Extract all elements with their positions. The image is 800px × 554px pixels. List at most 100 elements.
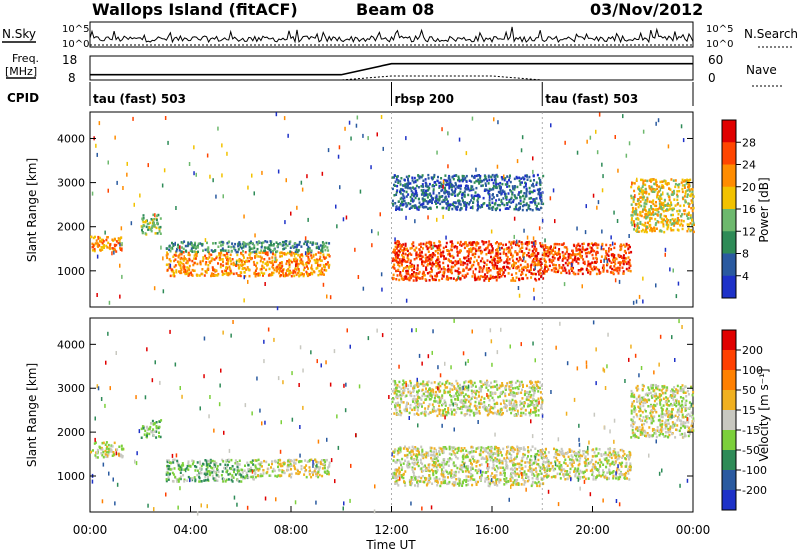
range-cell xyxy=(495,252,498,255)
range-cell xyxy=(456,208,459,211)
range-cell xyxy=(424,243,427,246)
range-cell xyxy=(287,463,290,467)
range-cell xyxy=(600,255,603,258)
range-cell xyxy=(305,468,308,472)
range-cell xyxy=(629,269,632,273)
range-cell xyxy=(362,133,364,138)
nave-trace xyxy=(90,75,693,81)
range-cell xyxy=(540,266,543,269)
range-cell xyxy=(628,244,630,247)
range-cell xyxy=(448,250,451,253)
range-cell xyxy=(168,465,171,468)
range-cell xyxy=(496,204,499,207)
range-cell xyxy=(550,245,552,248)
range-cell xyxy=(324,245,327,248)
range-cell xyxy=(306,248,309,251)
range-cell xyxy=(435,199,437,202)
range-cell xyxy=(497,242,500,245)
range-cell xyxy=(495,173,498,177)
range-cell xyxy=(181,462,184,465)
range-cell xyxy=(206,470,209,474)
range-cell xyxy=(450,472,453,475)
range-cell xyxy=(555,267,558,270)
range-cell xyxy=(168,245,171,248)
range-cell xyxy=(526,460,529,464)
range-cell xyxy=(553,263,556,267)
range-cell xyxy=(325,458,328,462)
range-cell xyxy=(532,251,535,255)
range-cell xyxy=(99,249,102,252)
range-cell xyxy=(414,189,417,193)
range-cell xyxy=(479,476,481,479)
range-cell xyxy=(227,478,230,481)
range-cell xyxy=(577,248,580,251)
range-cell xyxy=(191,462,194,466)
range-cell xyxy=(687,180,690,184)
range-cell xyxy=(540,472,543,475)
range-cell xyxy=(519,181,522,185)
range-cell xyxy=(433,254,436,257)
range-cell xyxy=(112,451,115,454)
range-cell xyxy=(657,221,660,224)
range-cell xyxy=(415,448,418,451)
range-cell xyxy=(184,268,186,273)
range-cell xyxy=(141,218,144,222)
range-cell xyxy=(531,260,534,264)
range-cell xyxy=(257,462,260,466)
range-cell xyxy=(529,255,532,259)
range-cell xyxy=(213,461,216,465)
range-cell xyxy=(240,261,243,264)
range-cell xyxy=(501,182,504,186)
range-cell xyxy=(226,463,229,467)
range-cell xyxy=(380,272,383,277)
range-cell xyxy=(625,251,627,255)
range-cell xyxy=(321,247,324,250)
range-cell xyxy=(649,223,652,227)
range-cell xyxy=(219,263,222,266)
range-cell xyxy=(420,254,423,258)
range-cell xyxy=(403,189,406,193)
range-cell xyxy=(451,482,454,486)
range-cell xyxy=(430,456,433,460)
range-cell xyxy=(180,252,183,256)
range-cell xyxy=(469,206,472,209)
range-cell xyxy=(687,227,690,231)
range-cell xyxy=(290,459,293,463)
range-cell xyxy=(605,249,607,253)
range-cell xyxy=(464,187,467,190)
range-cell xyxy=(412,204,415,208)
range-cell xyxy=(682,219,685,223)
range-cell xyxy=(638,188,640,191)
range-cell xyxy=(440,468,443,471)
range-cell xyxy=(460,184,462,187)
range-cell xyxy=(232,476,235,479)
range-cell xyxy=(489,260,491,264)
range-cell xyxy=(217,272,220,276)
range-cell xyxy=(434,244,437,248)
range-cell xyxy=(617,266,620,270)
range-cell xyxy=(449,248,452,251)
range-cell xyxy=(638,203,641,207)
range-cell xyxy=(436,481,439,484)
range-cell xyxy=(424,464,426,467)
range-cell xyxy=(324,248,327,252)
range-cell xyxy=(297,271,299,275)
range-cell xyxy=(294,245,297,249)
range-cell xyxy=(482,242,485,246)
range-cell xyxy=(516,243,519,247)
range-cell xyxy=(575,260,578,263)
range-cell xyxy=(405,447,408,451)
range-cell xyxy=(589,264,592,268)
range-cell xyxy=(516,462,519,466)
range-cell xyxy=(288,258,291,262)
range-cell xyxy=(407,193,410,196)
range-cell xyxy=(508,179,510,182)
range-cell xyxy=(659,187,662,192)
range-cell xyxy=(321,273,324,276)
range-cell xyxy=(164,116,167,120)
range-cell xyxy=(187,273,190,276)
range-cell xyxy=(676,209,679,213)
range-cell xyxy=(416,276,419,280)
range-cell xyxy=(469,459,472,462)
range-cell xyxy=(507,192,510,195)
